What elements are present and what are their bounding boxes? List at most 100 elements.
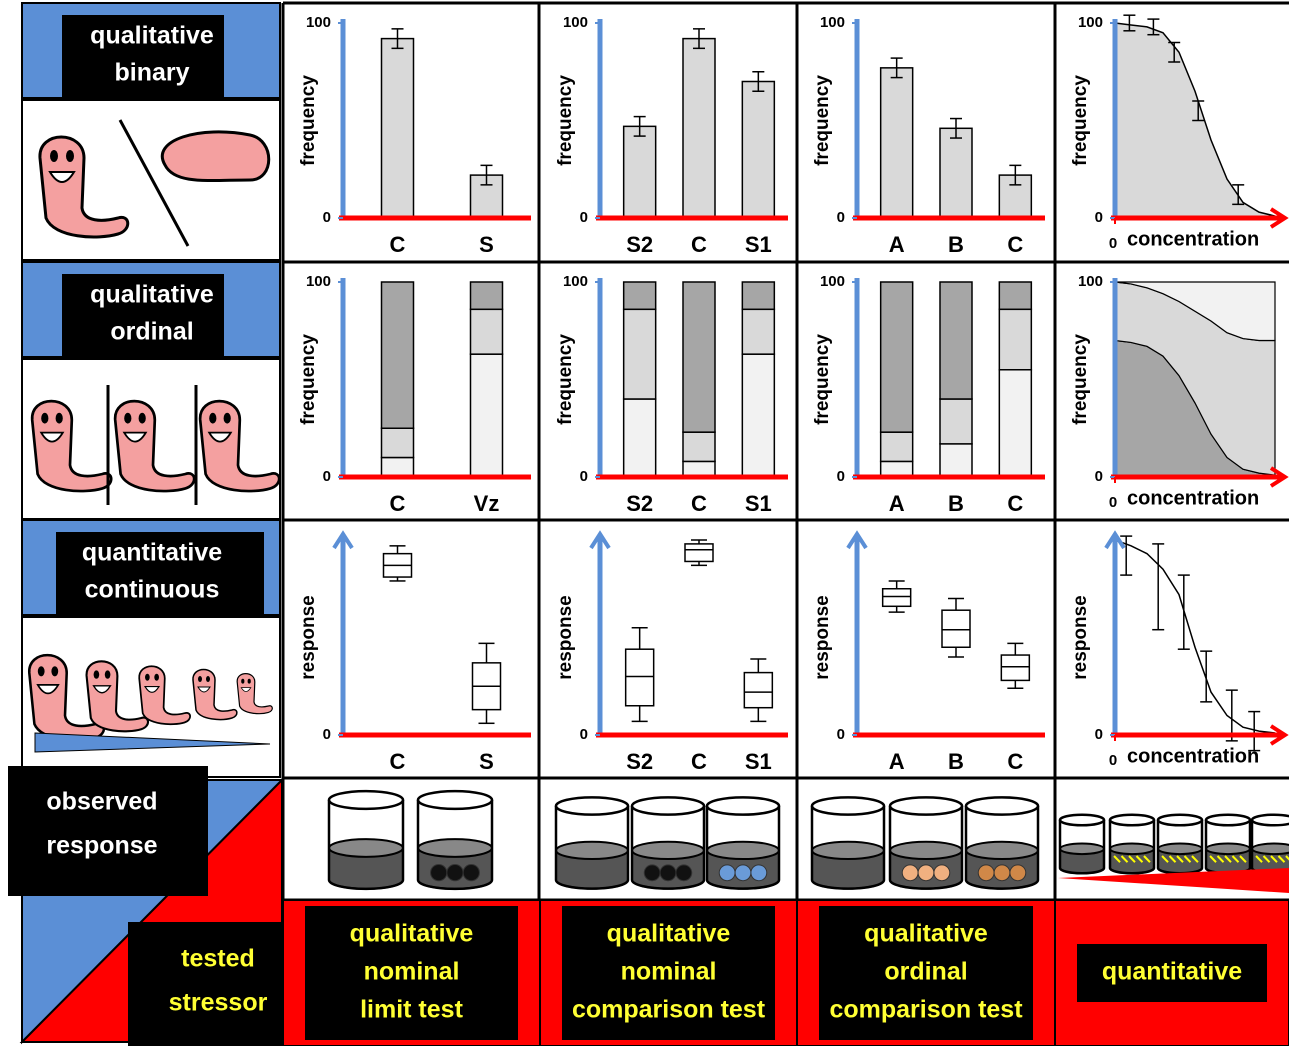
error-bar bbox=[1009, 164, 1022, 186]
error-bar bbox=[1248, 710, 1261, 752]
x-tick-label: B bbox=[948, 232, 964, 257]
box bbox=[684, 543, 714, 563]
y-axis-label: response bbox=[555, 595, 576, 679]
row-label: quantitative bbox=[82, 539, 222, 567]
error-bar bbox=[1225, 689, 1238, 742]
column-label: nominal bbox=[621, 958, 717, 986]
sediment-top bbox=[328, 838, 404, 858]
x-tick-label: C bbox=[691, 749, 707, 774]
worm-eye bbox=[247, 678, 251, 684]
bar bbox=[622, 125, 657, 219]
organism bbox=[977, 864, 995, 882]
worm-mouth bbox=[240, 687, 252, 692]
stressor-mark bbox=[1277, 855, 1286, 863]
worm-eye bbox=[93, 670, 100, 679]
stressor-mark bbox=[1255, 855, 1263, 863]
beaker-rim bbox=[1156, 813, 1204, 827]
observed-label: observed bbox=[46, 788, 157, 816]
beaker-wall bbox=[1058, 820, 1106, 875]
y-axis-label: frequency bbox=[812, 75, 833, 166]
x-tick-label: C bbox=[691, 491, 707, 516]
gradient-wedge bbox=[34, 732, 271, 753]
gradient-wedge bbox=[1058, 868, 1289, 893]
worm-eye bbox=[154, 673, 159, 681]
column-label: nominal bbox=[364, 958, 460, 986]
x-tick-label: B bbox=[948, 749, 964, 774]
beaker-rim bbox=[964, 796, 1040, 816]
worm-icon bbox=[192, 668, 238, 721]
axis-arrow bbox=[1269, 724, 1289, 746]
y-axis-label: frequency bbox=[298, 334, 319, 425]
row-label: ordinal bbox=[110, 318, 193, 346]
worm-body bbox=[113, 399, 196, 493]
y-axis-label: frequency bbox=[1070, 75, 1091, 166]
worm-icon bbox=[198, 399, 281, 493]
x-tick-label: C bbox=[691, 232, 707, 257]
tested-label: stressor bbox=[169, 989, 268, 1017]
stressor-mark bbox=[1161, 855, 1169, 863]
beaker bbox=[327, 789, 405, 891]
bar bbox=[380, 37, 415, 219]
error-bar bbox=[950, 117, 962, 139]
error-bar bbox=[752, 71, 765, 92]
error-bar bbox=[1152, 543, 1165, 631]
sediment-top bbox=[706, 840, 780, 861]
bar-segment bbox=[741, 353, 776, 478]
beaker-wall bbox=[810, 806, 886, 890]
stressor-mark bbox=[1120, 855, 1129, 863]
stressor-mark bbox=[1183, 855, 1192, 863]
beaker-rim bbox=[1204, 813, 1252, 827]
stressor-mark bbox=[1270, 855, 1278, 863]
worm-body bbox=[30, 399, 113, 493]
fit-line bbox=[1114, 22, 1276, 217]
label-box bbox=[8, 766, 208, 896]
bar-segment bbox=[469, 281, 504, 311]
stressor-mark bbox=[1209, 855, 1217, 863]
sediment-top bbox=[1251, 842, 1289, 856]
worm-mouth bbox=[39, 431, 65, 443]
beaker-rim bbox=[810, 796, 886, 816]
column-label: qualitative bbox=[864, 920, 988, 948]
x-tick-label: 0 bbox=[1109, 235, 1117, 252]
bar-segment bbox=[939, 443, 973, 478]
stressor-mark bbox=[1224, 855, 1232, 863]
worm-eye bbox=[209, 412, 217, 424]
beaker-wall bbox=[554, 806, 630, 890]
x-tick-label: 0 bbox=[1109, 494, 1117, 511]
organism bbox=[430, 863, 448, 882]
worm-mouth bbox=[144, 685, 160, 693]
worm-mouth bbox=[48, 171, 76, 183]
x-tick-label: S1 bbox=[745, 491, 772, 516]
beaker-wall bbox=[630, 806, 706, 890]
beaker bbox=[1108, 813, 1156, 875]
beaker-wall bbox=[705, 806, 781, 890]
worm-body bbox=[138, 665, 191, 726]
y-axis-label: frequency bbox=[555, 334, 576, 425]
beaker-wall bbox=[964, 806, 1040, 890]
label-box bbox=[819, 906, 1033, 1040]
error-bar bbox=[1168, 41, 1181, 63]
x-tick-label: A bbox=[889, 749, 905, 774]
x-tick-label: S2 bbox=[626, 749, 653, 774]
sediment-top bbox=[1059, 842, 1105, 856]
stressor-mark bbox=[1191, 855, 1199, 863]
worm-eye bbox=[55, 412, 63, 424]
x-tick-label: S2 bbox=[626, 232, 653, 257]
stressor-mark bbox=[1128, 855, 1136, 863]
area-layer bbox=[1114, 281, 1276, 342]
sediment-top bbox=[889, 840, 963, 861]
label-box bbox=[128, 922, 300, 1046]
column-label: comparison test bbox=[829, 996, 1023, 1024]
sediment-top bbox=[811, 840, 885, 861]
sediment-top bbox=[555, 840, 629, 861]
axis-arrow bbox=[1269, 466, 1289, 488]
organism bbox=[675, 864, 693, 882]
x-tick-label: Vz bbox=[474, 491, 500, 516]
stressor-mark bbox=[1168, 855, 1177, 863]
row-label: qualitative bbox=[90, 22, 214, 50]
x-tick-label: A bbox=[889, 232, 905, 257]
worm-icon bbox=[138, 665, 191, 726]
beaker bbox=[810, 796, 886, 890]
bar-segment bbox=[741, 281, 776, 311]
column-label: limit test bbox=[360, 996, 463, 1024]
